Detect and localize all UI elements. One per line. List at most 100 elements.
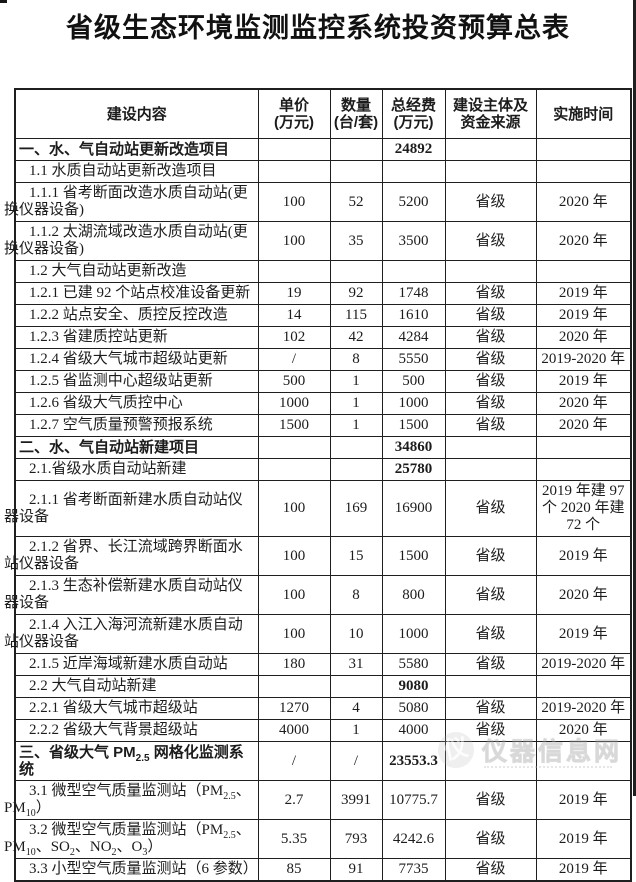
cell-funding-source: 省级: [444, 575, 537, 615]
cell-total-budget: 5080: [381, 697, 446, 720]
cell-construction-content: 1.2.7 空气质量预警预报系统: [14, 414, 259, 437]
cell-unit-price: 100: [257, 536, 331, 576]
header-cell-2: 数量 (台/套): [329, 88, 383, 139]
header-cell-4: 建设主体及 资金来源: [444, 88, 537, 139]
cell-unit-price: 1500: [257, 414, 331, 437]
cell-construction-content: 1.1.1 省考断面改造水质自动站(更换仪器设备): [4, 182, 259, 222]
cell-funding-source: 省级: [444, 182, 537, 222]
cell-total-budget: 800: [381, 575, 446, 615]
table-row: 1.2.5 省监测中心超级站更新 500 1 500 省级 2019 年: [14, 370, 632, 393]
table-row: 3.3 小型空气质量监测站（6 参数） 85 91 7735 省级 2019 年: [14, 858, 632, 882]
table-row: 1.2.6 省级大气质控中心 1000 1 1000 省级 2020 年: [14, 392, 632, 415]
cell-funding-source: [444, 436, 537, 459]
cell-unit-price: 1270: [257, 697, 331, 720]
table-row: 1.2.1 已建 92 个站点校准设备更新 19 92 1748 省级 2019 年: [14, 282, 632, 305]
table-header-row: 建设内容 单价 (万元) 数量 (台/套) 总经费 (万元) 建设主体及 资金来源 实施时间: [14, 88, 632, 139]
cell-unit-price: [257, 138, 331, 161]
cell-funding-source: 省级: [444, 392, 537, 415]
cell-implementation-time: [535, 458, 632, 481]
cell-unit-price: 2.7: [257, 780, 331, 820]
header-cell-3: 总经费 (万元): [381, 88, 446, 139]
cell-unit-price: 100: [257, 480, 331, 537]
cell-unit-price: 19: [257, 282, 331, 305]
cell-quantity: [329, 458, 383, 481]
cell-construction-content: 1.2.1 已建 92 个站点校准设备更新: [14, 282, 259, 305]
cell-funding-source: [444, 458, 537, 481]
cell-quantity: [329, 436, 383, 459]
cell-implementation-time: [535, 436, 632, 459]
cell-total-budget: 4242.6: [381, 819, 446, 859]
cell-unit-price: /: [257, 741, 331, 781]
cell-unit-price: 100: [257, 221, 331, 261]
cell-quantity: 52: [329, 182, 383, 222]
table-row: 1.2.7 空气质量预警预报系统 1500 1 1500 省级 2020 年: [14, 414, 632, 437]
scan-artifact-top-left: [0, 0, 7, 3]
cell-implementation-time: 2019-2020 年: [535, 653, 632, 676]
cell-implementation-time: 2019-2020 年: [535, 348, 632, 371]
cell-quantity: [329, 675, 383, 698]
cell-implementation-time: 2019 年: [535, 304, 632, 327]
cell-unit-price: [257, 160, 331, 183]
cell-implementation-time: 2020 年: [535, 414, 632, 437]
cell-construction-content: 2.2.2 省级大气背景超级站: [14, 719, 259, 742]
cell-total-budget: 3500: [381, 221, 446, 261]
cell-implementation-time: 2019 年: [535, 780, 632, 820]
cell-unit-price: 100: [257, 614, 331, 654]
cell-quantity: 4: [329, 697, 383, 720]
cell-funding-source: 省级: [444, 614, 537, 654]
cell-total-budget: 1748: [381, 282, 446, 305]
cell-construction-content: 1.1 水质自动站更新改造项目: [14, 160, 259, 183]
cell-quantity: 793: [329, 819, 383, 859]
table-row: 3.2 微型空气质量监测站（PM2.5、PM10、SO2、NO2、O3） 5.35…: [4, 819, 632, 859]
table-row: 2.1.4 入江入海河流新建水质自动站仪器设备 100 10 1000 省级 2019 年: [4, 614, 632, 654]
cell-total-budget: 1610: [381, 304, 446, 327]
cell-total-budget: 23553.3: [381, 741, 446, 781]
cell-total-budget: 9080: [381, 675, 446, 698]
cell-total-budget: 1500: [381, 536, 446, 576]
cell-quantity: 15: [329, 536, 383, 576]
cell-funding-source: 省级: [444, 304, 537, 327]
cell-unit-price: [257, 458, 331, 481]
table-row: 1.1 水质自动站更新改造项目: [14, 160, 632, 183]
cell-construction-content: 2.1.1 省考断面新建水质自动站仪器设备: [4, 480, 259, 537]
cell-funding-source: 省级: [444, 780, 537, 820]
cell-funding-source: 省级: [444, 221, 537, 261]
cell-unit-price: [257, 260, 331, 283]
cell-total-budget: 25780: [381, 458, 446, 481]
table-row: 1.2.2 站点安全、质控反控改造 14 115 1610 省级 2019 年: [14, 304, 632, 327]
cell-construction-content: 1.2.5 省监测中心超级站更新: [14, 370, 259, 393]
cell-funding-source: [444, 160, 537, 183]
cell-total-budget: 16900: [381, 480, 446, 537]
table-row: 2.1.省级水质自动站新建 25780: [14, 458, 632, 481]
cell-quantity: 8: [329, 348, 383, 371]
cell-total-budget: 10775.7: [381, 780, 446, 820]
cell-implementation-time: 2020 年: [535, 182, 632, 222]
cell-total-budget: 1500: [381, 414, 446, 437]
cell-total-budget: [381, 160, 446, 183]
budget-table: 建设内容 单价 (万元) 数量 (台/套) 总经费 (万元) 建设主体及 资金来源 实施时间 一、…: [4, 88, 632, 882]
cell-total-budget: 5200: [381, 182, 446, 222]
cell-quantity: [329, 260, 383, 283]
page-title: 省级生态环境监测监控系统投资预算总表: [66, 13, 570, 43]
cell-construction-content: 2.1.省级水质自动站新建: [14, 458, 259, 481]
cell-funding-source: 省级: [444, 370, 537, 393]
cell-unit-price: 180: [257, 653, 331, 676]
cell-quantity: 91: [329, 858, 383, 882]
cell-implementation-time: 2019-2020 年: [535, 697, 632, 720]
cell-funding-source: [444, 138, 537, 161]
cell-quantity: 1: [329, 392, 383, 415]
cell-total-budget: 1000: [381, 614, 446, 654]
cell-construction-content: 2.1.3 生态补偿新建水质自动站仪器设备: [4, 575, 259, 615]
cell-total-budget: 5580: [381, 653, 446, 676]
cell-implementation-time: 2019 年: [535, 536, 632, 576]
table-row: 2.1.5 近岸海域新建水质自动站 180 31 5580 省级 2019-2020 年: [14, 653, 632, 676]
cell-implementation-time: 2020 年: [535, 719, 632, 742]
table-row: 2.1.1 省考断面新建水质自动站仪器设备 100 169 16900 省级 2019 年…: [4, 480, 632, 537]
cell-unit-price: 1000: [257, 392, 331, 415]
cell-quantity: [329, 138, 383, 161]
cell-construction-content: 2.1.2 省界、长江流域跨界断面水站仪器设备: [4, 536, 259, 576]
table-row: 2.2.1 省级大气城市超级站 1270 4 5080 省级 2019-2020 年: [14, 697, 632, 720]
cell-quantity: 10: [329, 614, 383, 654]
cell-construction-content: 二、水、气自动站新建项目: [14, 436, 259, 459]
table-row: 1.2.3 省建质控站更新 102 42 4284 省级 2020 年: [14, 326, 632, 349]
